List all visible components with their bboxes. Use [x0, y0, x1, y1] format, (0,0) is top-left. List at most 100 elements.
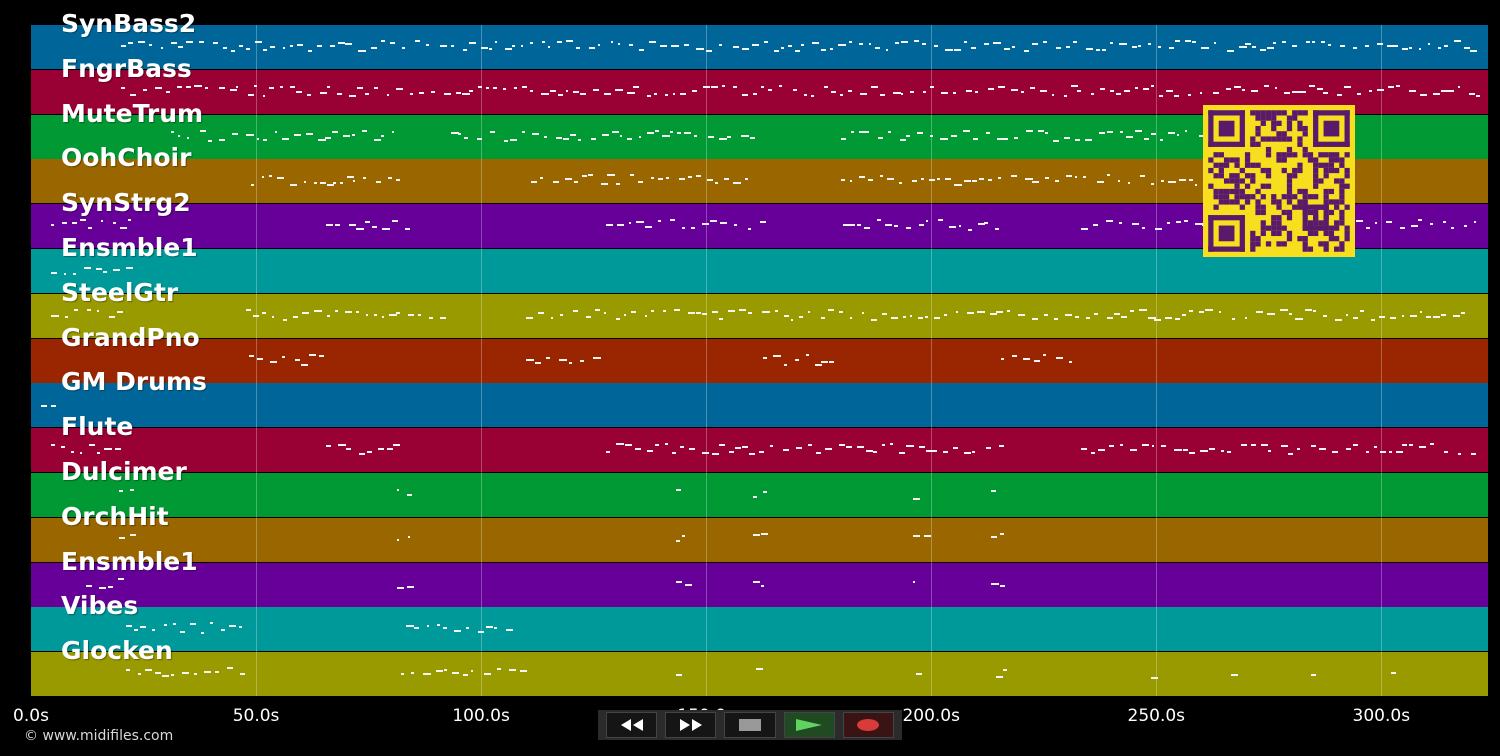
track-label: FngrBass: [61, 53, 192, 83]
midi-note: [232, 132, 238, 135]
track-row[interactable]: [31, 25, 1488, 69]
midi-note: [1141, 444, 1149, 447]
midi-note: [715, 182, 718, 185]
midi-note: [1437, 47, 1442, 49]
midi-note: [1419, 310, 1422, 313]
midi-note: [1440, 89, 1449, 92]
midi-note: [553, 181, 559, 184]
track-row[interactable]: [31, 652, 1488, 697]
midi-note: [1102, 49, 1107, 51]
midi-note: [101, 220, 104, 223]
midi-note: [591, 137, 596, 140]
midi-note: [732, 46, 739, 48]
rewind-button[interactable]: [606, 712, 658, 738]
midi-note: [573, 181, 579, 184]
midi-note: [1343, 85, 1352, 88]
midi-note: [455, 91, 462, 94]
fast-forward-button[interactable]: [665, 712, 717, 738]
midi-note: [348, 94, 357, 97]
midi-note: [1391, 672, 1396, 675]
midi-note: [458, 132, 462, 135]
midi-note: [462, 674, 468, 677]
midi-note: [1268, 450, 1272, 453]
midi-note: [1188, 309, 1194, 312]
midi-note: [461, 92, 470, 95]
track-row[interactable]: [31, 562, 1488, 607]
track-row[interactable]: [31, 428, 1488, 473]
midi-note: [906, 134, 911, 137]
midi-note: [344, 310, 352, 313]
midi-note: [930, 134, 933, 137]
midi-note: [345, 43, 352, 45]
midi-note: [727, 135, 731, 138]
midi-note: [355, 228, 364, 231]
midi-note: [256, 137, 259, 140]
midi-note: [893, 225, 898, 228]
midi-note: [1377, 43, 1384, 45]
stop-button[interactable]: [724, 712, 776, 738]
midi-note: [495, 41, 498, 43]
midi-note: [752, 92, 757, 95]
midi-note: [760, 85, 764, 88]
midi-note: [1440, 313, 1446, 316]
track-row[interactable]: [31, 473, 1488, 517]
midi-note: [1386, 221, 1393, 224]
midi-note: [1244, 316, 1248, 319]
midi-note: [1264, 84, 1269, 87]
midi-note: [1288, 453, 1293, 456]
track-row[interactable]: [31, 383, 1488, 428]
midi-note: [847, 89, 852, 92]
midi-note: [336, 92, 343, 95]
midi-note: [203, 671, 212, 674]
midi-note: [1176, 221, 1182, 224]
play-button[interactable]: [783, 712, 835, 738]
midi-note: [873, 451, 877, 454]
midi-note: [401, 673, 405, 676]
midi-note: [1182, 313, 1186, 316]
midi-note: [1051, 93, 1054, 96]
midi-note: [597, 44, 601, 46]
midi-note: [1161, 180, 1165, 183]
midi-note: [348, 224, 356, 227]
track-row[interactable]: [31, 517, 1488, 562]
midi-note: [916, 131, 924, 134]
midi-note: [939, 137, 948, 140]
midi-note: [221, 629, 225, 632]
midi-note: [1154, 318, 1162, 321]
midi-note: [987, 87, 994, 90]
track-row[interactable]: [31, 607, 1488, 652]
midi-note: [290, 45, 293, 47]
midi-note: [856, 446, 864, 449]
track-row[interactable]: [31, 338, 1488, 383]
midi-note: [695, 175, 701, 178]
midi-note: [1305, 308, 1312, 311]
midi-note: [512, 45, 515, 47]
track-row[interactable]: [31, 293, 1488, 338]
midi-note: [741, 134, 749, 137]
midi-note: [557, 93, 563, 96]
track-label: SynStrg2: [61, 188, 191, 218]
midi-note: [252, 314, 259, 317]
midi-note: [1045, 177, 1050, 180]
midi-note: [1126, 135, 1134, 138]
midi-note: [900, 138, 907, 141]
midi-note: [998, 445, 1005, 448]
midi-note: [945, 49, 953, 51]
midi-note: [722, 84, 726, 87]
midi-note: [841, 179, 846, 182]
midi-note: [825, 448, 833, 451]
midi-note: [723, 178, 729, 181]
midi-note: [702, 452, 709, 455]
midi-note: [688, 176, 693, 179]
record-button[interactable]: [842, 712, 895, 738]
midi-note: [269, 360, 278, 363]
midi-note: [366, 313, 369, 316]
midi-note: [1273, 42, 1277, 44]
midi-note: [963, 452, 972, 455]
midi-note: [104, 448, 112, 451]
midi-note: [505, 48, 513, 50]
midi-note: [397, 489, 400, 491]
midi-note: [1305, 41, 1310, 43]
midi-note: [1370, 318, 1375, 321]
midi-note: [282, 47, 286, 49]
